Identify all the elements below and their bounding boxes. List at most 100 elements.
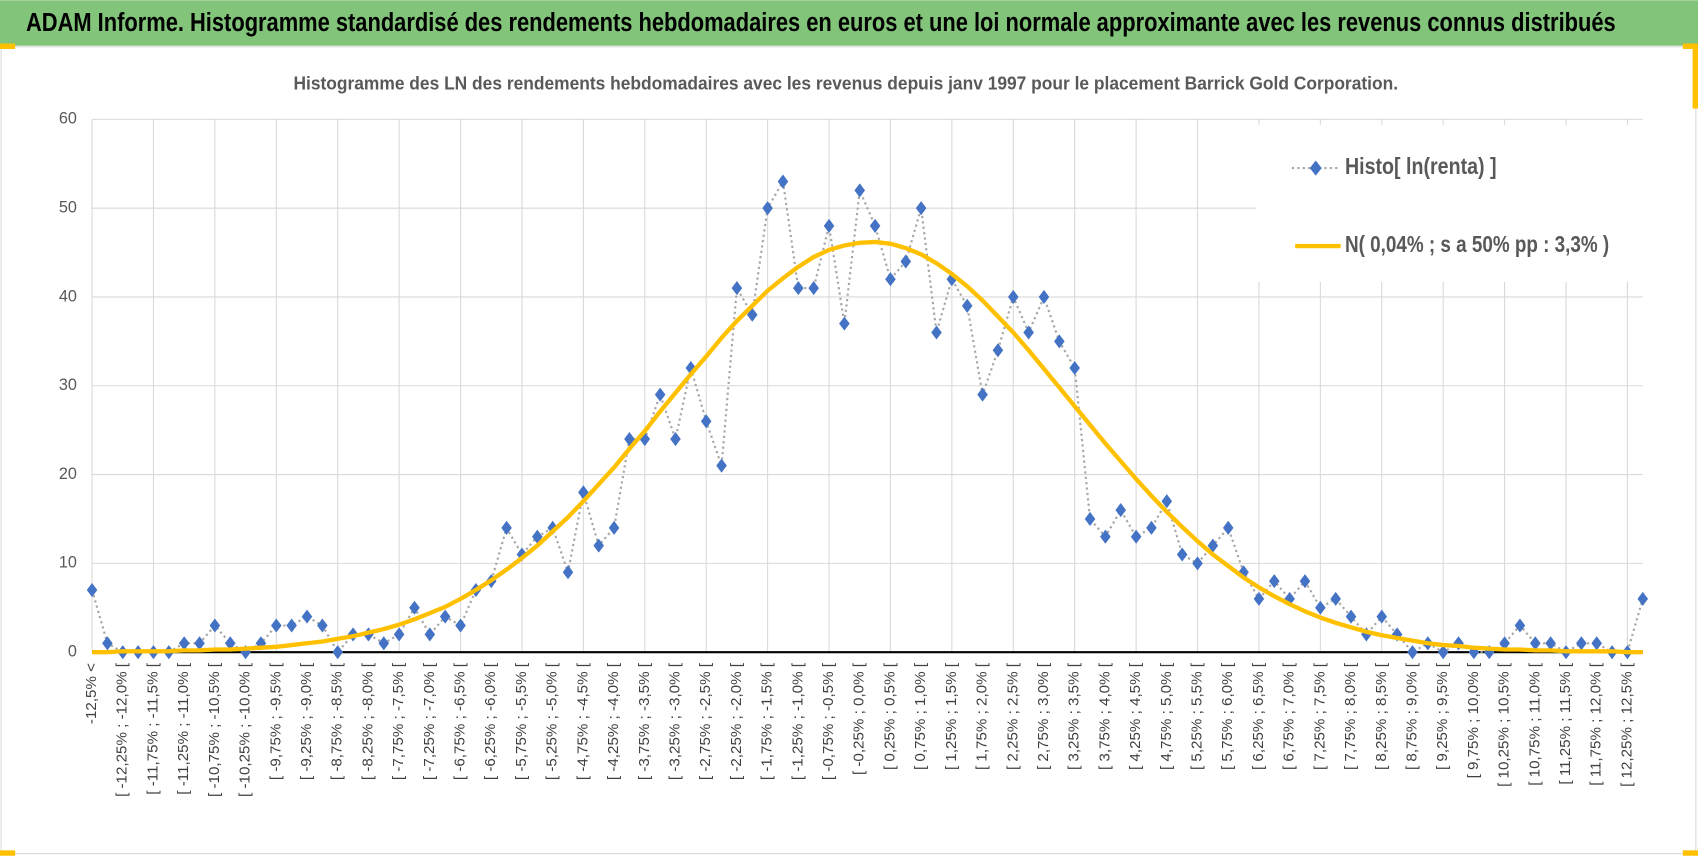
x-tick-label: [ -4,75% ; -4,5% [	[574, 662, 591, 780]
point	[593, 538, 604, 553]
x-tick-label: [ -2,25% ; -2,0% [	[728, 662, 745, 780]
y-tick-label: 50	[59, 198, 77, 216]
legend-label: Histo[ ln(renta) ]	[1345, 153, 1497, 179]
legend-label: N( 0,04% ; s a 50% pp : 3,3% )	[1345, 231, 1609, 257]
x-tick-label: [ -11,75% ; -11,5% [	[144, 662, 161, 794]
point	[670, 432, 681, 447]
x-tick-label: [ 9,75% ; 10,0% [	[1465, 662, 1482, 778]
point	[992, 343, 1004, 358]
point	[1576, 636, 1587, 651]
point	[393, 627, 405, 642]
x-tick-label: [ -9,25% ; -9,0% [	[298, 662, 315, 780]
chart-title: Histogramme des LN des rendements hebdom…	[293, 73, 1398, 94]
point	[608, 520, 620, 535]
point	[1146, 520, 1157, 535]
x-tick-label: [ 1,25% ; 1,5% [	[943, 662, 960, 770]
point	[1207, 538, 1219, 553]
x-tick-label: [ 2,25% ; 2,5% [	[1004, 662, 1021, 770]
point	[224, 636, 236, 651]
x-tick-label: [ 7,25% ; 7,5% [	[1311, 662, 1328, 770]
header-title: ADAM Informe. Histogramme standardisé de…	[26, 7, 1616, 37]
point	[869, 218, 881, 233]
x-tick-label: [ 12,25% ; 12,5% [	[1618, 662, 1635, 787]
x-tick-label: [ 4,75% ; 5,0% [	[1158, 662, 1175, 770]
x-tick-label: [ 5,25% ; 5,5% [	[1189, 662, 1206, 770]
corner	[1692, 43, 1698, 109]
point	[455, 618, 466, 633]
x-tick-label: [ 10,25% ; 10,5% [	[1496, 662, 1513, 787]
x-tick-label: [ -9,75% ; -9,5% [	[267, 662, 284, 780]
x-tick-label: [ -0,25% ; 0,0% [	[851, 662, 868, 775]
point	[1069, 360, 1080, 376]
y-tick-label: 10	[59, 554, 77, 572]
point	[1376, 609, 1388, 624]
point	[286, 618, 297, 633]
x-tick-label: [ -1,25% ; -1,0% [	[789, 662, 806, 780]
point	[1299, 574, 1311, 589]
point	[1007, 289, 1019, 305]
y-tick-label: 40	[59, 287, 77, 305]
x-tick-label: [ -3,25% ; -3,0% [	[666, 662, 683, 780]
legend-box	[1256, 124, 1647, 282]
x-tick-label: [ -7,25% ; -7,0% [	[421, 662, 438, 780]
x-tick-label: [ 8,75% ; 9,0% [	[1403, 662, 1420, 770]
y-tick-label: 60	[59, 110, 77, 128]
point	[1591, 636, 1602, 651]
x-tick-label: -12,5% <	[83, 663, 100, 724]
point	[654, 387, 666, 402]
x-tick-label: [ -10,25% ; -10,0% [	[237, 662, 254, 797]
point	[762, 201, 773, 216]
y-tick-label: 20	[59, 465, 77, 483]
point	[1130, 529, 1142, 544]
point	[823, 218, 835, 233]
x-tick-label: [ 10,75% ; 11,0% [	[1526, 662, 1543, 786]
x-tick-label: [ -4,25% ; -4,0% [	[605, 662, 622, 780]
x-tick-label: [ 5,75% ; 6,0% [	[1219, 662, 1236, 770]
x-tick-label: [ 6,25% ; 6,5% [	[1250, 662, 1267, 770]
x-tick-label: [ 7,75% ; 8,0% [	[1342, 662, 1359, 770]
y-tick-label: 30	[59, 376, 77, 394]
x-tick-label: [ 11,75% ; 12,0% [	[1588, 662, 1605, 786]
point	[209, 618, 221, 633]
point	[409, 600, 420, 615]
x-tick-label: [ 3,25% ; 3,5% [	[1066, 662, 1083, 770]
point	[1514, 618, 1526, 633]
x-tick-label: [ -8,25% ; -8,0% [	[359, 662, 376, 780]
point	[562, 565, 574, 580]
point	[977, 387, 988, 402]
x-tick-label: [ 9,25% ; 9,5% [	[1434, 662, 1451, 770]
x-tick-label: [ 3,75% ; 4,0% [	[1096, 662, 1113, 770]
point	[102, 636, 113, 651]
point	[271, 618, 282, 633]
x-tick-label: [ -11,25% ; -11,0% [	[175, 662, 192, 794]
point	[1345, 609, 1357, 624]
point	[716, 458, 727, 473]
series-line	[92, 239, 1643, 655]
x-tick-label: [ 8,25% ; 8,5% [	[1373, 662, 1390, 770]
x-tick-label: [ -6,25% ; -6,0% [	[482, 662, 499, 780]
point	[1161, 494, 1173, 509]
x-tick-label: [ -6,75% ; -6,5% [	[452, 662, 469, 780]
x-tick-label: [ -10,75% ; -10,5% [	[206, 662, 223, 797]
point	[317, 618, 328, 633]
x-tick-label: [ 2,75% ; 3,0% [	[1035, 662, 1052, 770]
corner	[1682, 850, 1698, 856]
point	[439, 609, 451, 624]
point	[1315, 600, 1326, 615]
x-tick-label: [ -5,75% ; -5,5% [	[513, 662, 530, 780]
point	[332, 645, 343, 660]
x-tick-label: [ 11,25% ; 11,5% [	[1557, 662, 1574, 784]
y-tick-label: 0	[68, 642, 77, 660]
point	[961, 298, 973, 313]
point	[301, 609, 313, 624]
point	[854, 183, 866, 198]
point	[1222, 520, 1234, 535]
x-tick-label: [ -12,25% ; -12,0% [	[114, 662, 131, 797]
x-tick-label: [ 4,25% ; 4,5% [	[1127, 662, 1144, 770]
corner	[0, 850, 16, 856]
point	[194, 636, 205, 651]
point	[501, 520, 512, 535]
x-tick-label: [ 6,75% ; 7,0% [	[1281, 662, 1298, 770]
